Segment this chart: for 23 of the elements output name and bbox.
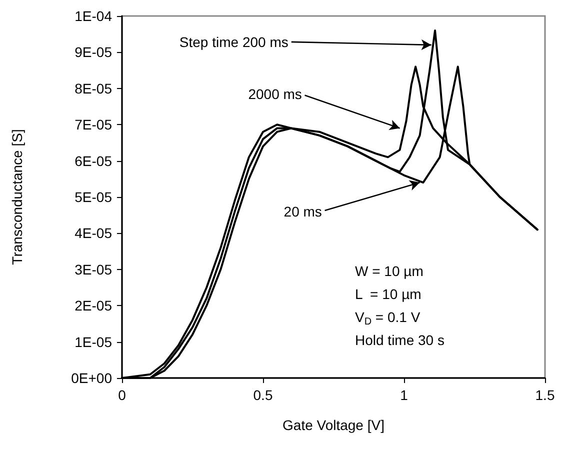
annotation: Hold time 30 s <box>355 332 444 348</box>
x-axis-title: Gate Voltage [V] <box>282 417 384 433</box>
annotation: W = 10 µm <box>355 263 424 279</box>
annotation: L = 10 µm <box>355 286 422 302</box>
y-axis-title: Transconductance [S] <box>9 129 25 265</box>
x-tick-label: 0.5 <box>253 387 273 403</box>
y-tick-label: 8E-05 <box>74 80 112 96</box>
annotation: Step time 200 ms <box>179 34 288 50</box>
x-tick-label: 1.5 <box>535 387 555 403</box>
y-tick-label: 0E+00 <box>71 370 112 386</box>
y-tick-label: 5E-05 <box>74 189 112 205</box>
annotation: 20 ms <box>284 203 322 220</box>
y-tick-label: 1E-05 <box>74 334 112 350</box>
annotation: 2000 ms <box>248 86 302 102</box>
y-tick-label: 6E-05 <box>74 152 112 169</box>
y-tick-label: 1E-04 <box>74 8 112 24</box>
y-tick-label: 2E-05 <box>74 298 112 314</box>
y-tick-label: 9E-05 <box>74 44 112 60</box>
y-tick-label: 3E-05 <box>74 261 112 278</box>
x-tick-label: 0 <box>118 387 126 403</box>
y-tick-label: 4E-05 <box>74 225 112 242</box>
x-tick-label: 1 <box>400 387 408 403</box>
y-tick-label: 7E-05 <box>74 116 112 133</box>
